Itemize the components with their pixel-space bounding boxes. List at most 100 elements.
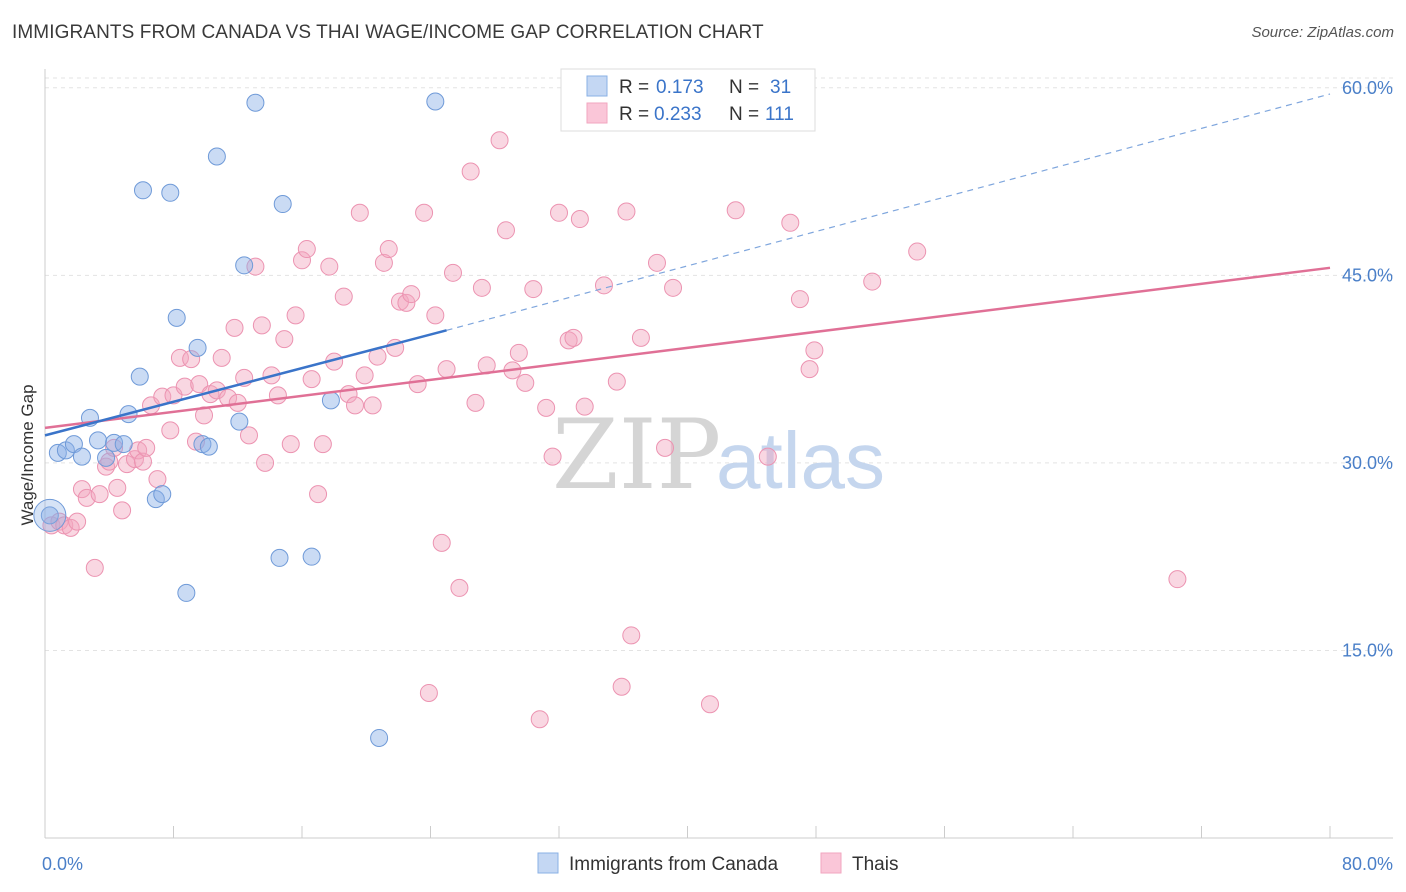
chart-source: Source: ZipAtlas.com (1251, 24, 1394, 41)
thais-point (437, 360, 456, 379)
thais-point (90, 485, 109, 504)
legend-swatch-thais (586, 102, 608, 124)
thais-point (286, 306, 305, 325)
grid-layer (45, 77, 1393, 651)
thais-point (297, 240, 316, 259)
y-tick-label: 30.0% (1342, 453, 1393, 473)
thais-point (363, 396, 382, 415)
thais-point (543, 447, 562, 466)
thais-point (570, 210, 589, 229)
watermark: ZIP atlas (552, 399, 885, 511)
thais-point (758, 447, 777, 466)
canada-point (177, 583, 196, 602)
canada-point (246, 93, 265, 112)
thais-point (575, 397, 594, 416)
chart-title: IMMIGRANTS FROM CANADA VS THAI WAGE/INCO… (12, 22, 764, 43)
thais-point (908, 242, 927, 261)
thais-point (268, 386, 287, 405)
canada-point (161, 183, 180, 202)
legend-n-label-thais: N = (729, 104, 759, 125)
thais-point (1168, 570, 1187, 589)
canada-point (97, 448, 116, 467)
thais-point (252, 316, 271, 335)
thais-point (137, 438, 156, 457)
legend-n-value-thais: 111 (765, 104, 794, 125)
thais-point (402, 285, 421, 304)
canada-point (235, 256, 254, 275)
thais-point (524, 280, 543, 299)
canada-point (188, 338, 207, 357)
canada-point (207, 147, 226, 166)
thais-point (443, 263, 462, 282)
thais-point (805, 341, 824, 360)
thais-point (612, 677, 631, 696)
thais-point (320, 257, 339, 276)
thais-point (108, 478, 127, 497)
thais-point (302, 370, 321, 389)
canada-point (302, 547, 321, 566)
thais-point (726, 201, 745, 220)
watermark-zip: ZIP (552, 399, 721, 511)
thais-point (559, 331, 578, 350)
thais-point (68, 512, 87, 531)
bottom-legend-swatch-thais (820, 852, 842, 874)
thais-trend-line (44, 266, 1331, 430)
canada-point (321, 391, 340, 410)
thais-point (537, 398, 556, 417)
y-tick-label: 60.0% (1342, 78, 1393, 98)
thais-point (863, 272, 882, 291)
thais-point (647, 253, 666, 272)
thais-point (790, 290, 809, 309)
canada-point (89, 431, 108, 450)
canada-point (40, 506, 59, 525)
canada-point (273, 195, 292, 214)
canada-point (199, 437, 218, 456)
thais-point (594, 276, 613, 295)
thais-point (293, 251, 311, 270)
thais-point (225, 318, 244, 337)
canada-point (72, 447, 91, 466)
thais-point (346, 396, 365, 415)
thais-point (466, 393, 485, 412)
thais-point (800, 360, 819, 379)
x-tick-label-max: 80.0% (1342, 854, 1393, 874)
thais-point (415, 203, 434, 222)
thais-point (664, 278, 683, 297)
thais-point (334, 287, 353, 306)
thais-point (472, 278, 491, 297)
canada-point (133, 181, 152, 200)
x-tick-label-min: 0.0% (42, 854, 83, 874)
thais-point (461, 162, 480, 181)
canada-trend-extension (446, 93, 1331, 331)
thais-point (496, 221, 515, 240)
thais-point (564, 328, 583, 347)
legend-swatch-canada (586, 75, 608, 97)
thais-point (432, 533, 451, 552)
thais-point (781, 213, 800, 232)
bottom-legend-swatch-canada (537, 852, 559, 874)
thais-point (617, 202, 636, 221)
bottom-legend: Immigrants from Canada Thais (537, 852, 898, 875)
thais-point (419, 683, 438, 702)
y-tick-label: 15.0% (1342, 640, 1393, 660)
thais-point (182, 350, 201, 369)
bottom-legend-label-canada: Immigrants from Canada (569, 854, 779, 875)
canada-point (105, 433, 124, 452)
thais-point (607, 372, 626, 391)
canada-point (153, 485, 172, 504)
thais-point (72, 480, 91, 499)
thais-point (148, 470, 167, 489)
thais-point (161, 421, 180, 440)
thais-point (397, 293, 416, 312)
points-layer (33, 92, 1187, 747)
thais-point (219, 388, 238, 407)
canada-point (230, 412, 249, 431)
canada-trend-line (44, 329, 447, 437)
legend-r-label-thais: R = (619, 104, 649, 125)
axes-layer: 15.0% 30.0% 45.0% 60.0% (44, 69, 1393, 839)
thais-point (379, 240, 398, 259)
thais-point (113, 501, 132, 520)
canada-point (167, 308, 186, 327)
thais-point (516, 373, 535, 392)
thais-point (133, 452, 152, 471)
